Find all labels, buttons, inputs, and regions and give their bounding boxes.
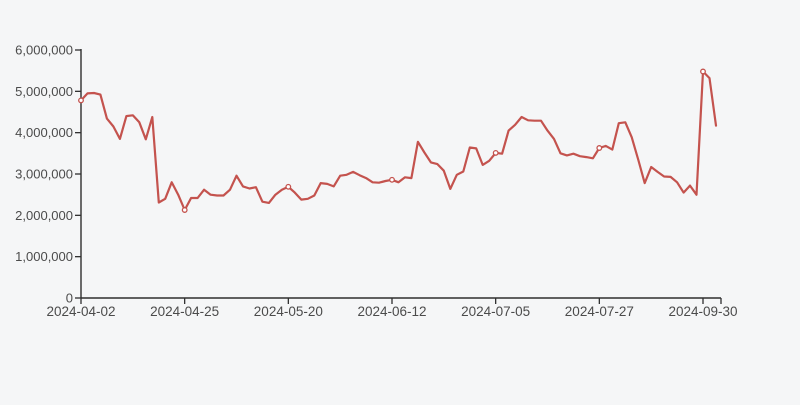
y-tick-label: 0 [66,291,73,306]
x-tick-label: 2024-07-27 [565,304,634,319]
data-point-marker [389,176,395,183]
data-point-marker [285,183,292,190]
y-tick-label: 4,000,000 [15,125,73,140]
x-tick-label: 2024-06-12 [357,304,426,319]
y-tick-label: 6,000,000 [15,43,73,58]
x-tick-label: 2024-05-20 [254,304,323,319]
data-point-marker [700,68,706,75]
x-tick-label: 2024-04-25 [150,304,219,319]
x-tick-label: 2024-07-05 [461,304,530,319]
y-tick-label: 3,000,000 [15,167,73,182]
y-tick-label: 5,000,000 [15,84,73,99]
data-point-marker [492,149,499,156]
y-tick-label: 1,000,000 [15,249,73,264]
data-point-marker [181,207,188,213]
series-line [79,70,718,212]
x-tick-label: 2024-09-30 [668,304,737,319]
data-point-marker [78,97,84,104]
x-tick-label: 2024-04-02 [46,304,115,319]
data-point-marker [596,145,603,151]
y-tick-label: 2,000,000 [15,208,73,223]
